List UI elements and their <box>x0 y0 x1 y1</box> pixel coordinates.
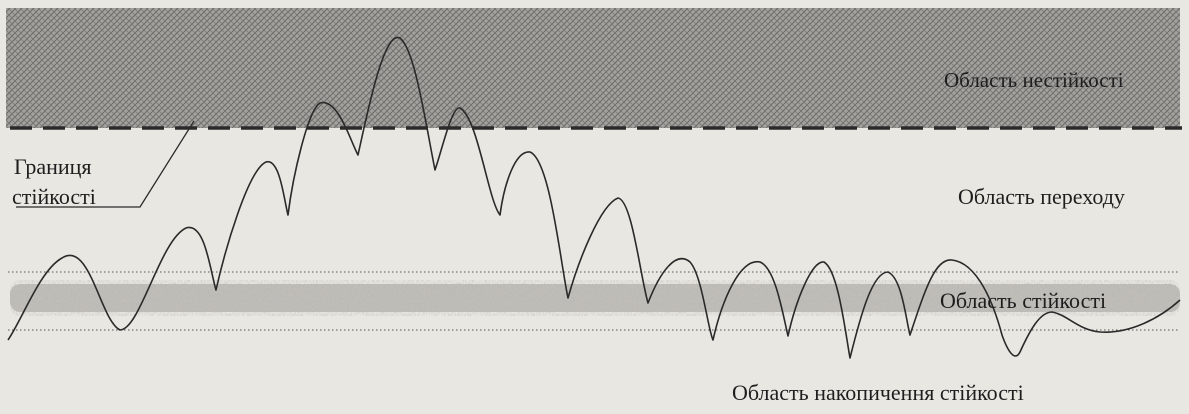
stability-boundary-label-line2: стійкості <box>12 184 96 209</box>
accumulation-region-label: Область накопичення стійкості <box>732 380 1024 405</box>
boundary-pointer-line <box>16 120 195 208</box>
oscillation-curve <box>7 36 1181 359</box>
stability-region-label: Область стійкості <box>940 288 1107 313</box>
transition-region-label: Область переходу <box>958 184 1125 209</box>
stability-band-grain <box>10 280 1180 316</box>
instability-region-label: Область нестійкості <box>944 68 1124 92</box>
instability-region <box>6 8 1180 128</box>
stability-boundary-label-line1: Границя <box>14 154 92 179</box>
